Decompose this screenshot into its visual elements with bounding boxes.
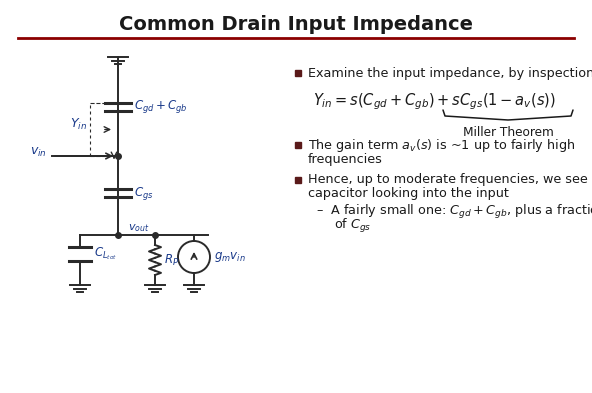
Text: $C_{gs}$: $C_{gs}$ <box>134 184 153 202</box>
Text: $Y_{in} = s(C_{gd} + C_{gb}) + sC_{gs}(1 - a_v(s))$: $Y_{in} = s(C_{gd} + C_{gb}) + sC_{gs}(1… <box>313 92 556 112</box>
Text: Examine the input impedance, by inspection:: Examine the input impedance, by inspecti… <box>308 66 592 79</box>
Text: Common Drain Input Impedance: Common Drain Input Impedance <box>119 15 473 34</box>
Text: The gain term $a_v(s)$ is ~1 up to fairly high: The gain term $a_v(s)$ is ~1 up to fairl… <box>308 136 575 154</box>
Text: $v_{out}$: $v_{out}$ <box>128 222 150 234</box>
Text: –  A fairly small one: $C_{gd} + C_{gb}$, plus a fraction: – A fairly small one: $C_{gd} + C_{gb}$,… <box>316 203 592 221</box>
Text: of $C_{gs}$: of $C_{gs}$ <box>334 217 371 235</box>
Text: $Y_{in}$: $Y_{in}$ <box>70 117 87 132</box>
Text: frequencies: frequencies <box>308 152 383 165</box>
Text: $C_{gd} + C_{gb}$: $C_{gd} + C_{gb}$ <box>134 99 188 116</box>
Text: Miller Theorem: Miller Theorem <box>462 125 554 138</box>
Text: Hence, up to moderate frequencies, we see a: Hence, up to moderate frequencies, we se… <box>308 173 592 187</box>
Text: $g_m v_{in}$: $g_m v_{in}$ <box>214 250 246 264</box>
Text: capacitor looking into the input: capacitor looking into the input <box>308 187 509 200</box>
Text: $R_P$: $R_P$ <box>164 252 179 268</box>
Text: $v_{in}$: $v_{in}$ <box>30 145 47 158</box>
Text: $C_{L_{tot}}$: $C_{L_{tot}}$ <box>94 246 117 262</box>
